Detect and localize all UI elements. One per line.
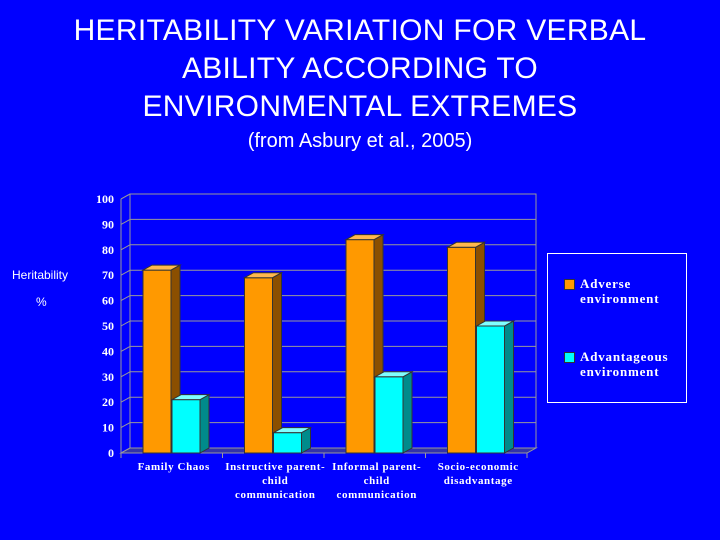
x-tick-label-1-line-2: communication	[235, 489, 316, 501]
chart-subtitle: (from Asbury et al., 2005)	[247, 130, 473, 152]
x-tick-label-3: Socio-economic disadvantage	[438, 461, 519, 487]
legend-swatch-adverse	[564, 279, 575, 290]
legend-label-advantageous-1: Advantageous	[580, 349, 669, 364]
legend-label-adverse-1: Adverse	[580, 276, 632, 291]
y-tick-label-80: 80	[102, 243, 114, 257]
bar-advantageous-3	[476, 325, 505, 454]
bar-advantageous-1	[273, 432, 302, 454]
legend-label-advantageous-2: environment	[580, 364, 660, 379]
grid-diagonal-30	[120, 371, 131, 378]
bar-top-adverse-2	[344, 234, 385, 241]
bar-advantageous-2	[374, 376, 404, 454]
y-tick-label-20: 20	[102, 395, 114, 409]
x-tick-label-2-line-0: Informal parent-	[332, 461, 421, 473]
bar-adverse-2	[345, 239, 375, 454]
bar-adverse-3	[447, 246, 476, 454]
legend-label-adverse-2: environment	[580, 291, 660, 306]
bar-top-advantageous-3	[474, 320, 516, 327]
bar-side-advantageous-0	[199, 393, 210, 454]
x-tick-label-2: Informal parent-child communication	[332, 461, 421, 501]
y-tick-label-90: 90	[102, 217, 114, 231]
chart-title: HERITABILITY VARIATION FOR VERBAL ABILIT…	[0, 12, 720, 126]
y-tick-label-100: 100	[96, 192, 114, 206]
bar-top-adverse-3	[445, 241, 487, 248]
x-tick-label-1-line-0: Instructive parent-	[225, 461, 325, 473]
y-tick-label-10: 10	[102, 421, 114, 435]
grid-diagonal-0	[120, 447, 131, 454]
grid-diagonal-90	[120, 218, 131, 225]
x-tick-label-0: Family Chaos	[138, 461, 210, 473]
title-line-2: ABILITY ACCORDING TO	[181, 52, 539, 85]
bar-top-adverse-0	[141, 264, 182, 271]
y-tick-label-60: 60	[102, 294, 114, 308]
x-tick-label-1: Instructive parent-child communication	[225, 461, 325, 501]
x-tick-label-1-line-1: child	[262, 475, 288, 487]
grid-diagonal-100	[120, 193, 131, 200]
x-tick-label-3-line-1: disadvantage	[444, 475, 513, 487]
x-tick-label-3-line-0: Socio-economic	[438, 461, 519, 473]
grid-diagonal-80	[120, 244, 131, 251]
bar-top-advantageous-1	[271, 427, 313, 434]
y-tick-label-70: 70	[102, 268, 114, 282]
y-tick-label-0: 0	[108, 446, 114, 460]
title-line-3: ENVIRONMENTAL EXTREMES	[142, 90, 578, 123]
bar-top-advantageous-0	[170, 394, 211, 401]
bar-top-advantageous-2	[373, 371, 414, 378]
x-tick-label-2-line-1: child	[364, 475, 390, 487]
y-tick-label-50: 50	[102, 319, 114, 333]
y-tick-label-30: 30	[102, 370, 114, 384]
y-axis-label-heritability: Heritability	[12, 268, 69, 282]
bar-side-adverse-1	[272, 271, 282, 454]
bar-adverse-0	[142, 269, 172, 454]
chart-legend: Adverse environment Advantageous environ…	[547, 253, 687, 403]
bar-side-advantageous-2	[402, 370, 413, 454]
x-tick-label-0-line-0: Family Chaos	[138, 461, 210, 473]
grid-diagonal-70	[120, 269, 131, 276]
legend-swatch-advantageous	[564, 352, 575, 363]
bar-side-advantageous-3	[504, 320, 514, 454]
grid-diagonal-60	[120, 295, 131, 302]
bar-top-adverse-1	[242, 272, 284, 279]
bar-adverse-1	[244, 277, 273, 454]
x-tick-label-2-line-2: communication	[336, 489, 417, 501]
grid-diagonal-20	[120, 396, 131, 403]
grid-diagonal-40	[120, 345, 131, 352]
title-line-1: HERITABILITY VARIATION FOR VERBAL	[73, 14, 647, 47]
grid-diagonal-50	[120, 320, 131, 327]
bar-advantageous-0	[171, 399, 201, 454]
grid-diagonal-10	[120, 422, 131, 429]
y-axis-label-percent: %	[36, 295, 47, 309]
y-tick-label-40: 40	[102, 344, 114, 358]
